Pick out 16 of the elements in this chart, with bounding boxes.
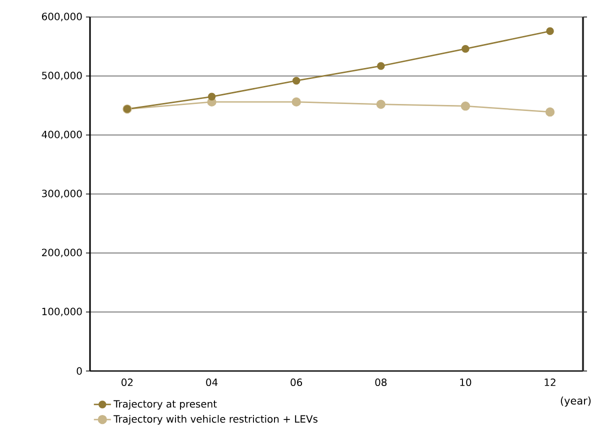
y-tick-label: 200,000: [42, 248, 82, 258]
x-tick-label: 02: [122, 378, 133, 386]
x-tick-label: 12: [544, 378, 556, 386]
y-tick-label: 600,000: [42, 12, 82, 22]
x-tick-label: 06: [290, 378, 302, 386]
x-tick-label: 10: [460, 378, 472, 386]
y-tick-label: 100,000: [42, 308, 82, 316]
legend-label: Trajectory at present: [114, 400, 217, 410]
y-tick-label: 400,000: [42, 130, 82, 140]
y-tick-label: 0: [76, 367, 82, 375]
y-tick-label: 300,000: [42, 190, 82, 198]
y-tick-label: 500,000: [42, 72, 82, 80]
legend-label: Trajectory with vehicle restriction + LEVs: [114, 414, 318, 425]
x-tick-label: 08: [375, 378, 387, 386]
x-tick-label: 04: [206, 378, 218, 386]
x-axis-title: (year): [560, 396, 591, 407]
